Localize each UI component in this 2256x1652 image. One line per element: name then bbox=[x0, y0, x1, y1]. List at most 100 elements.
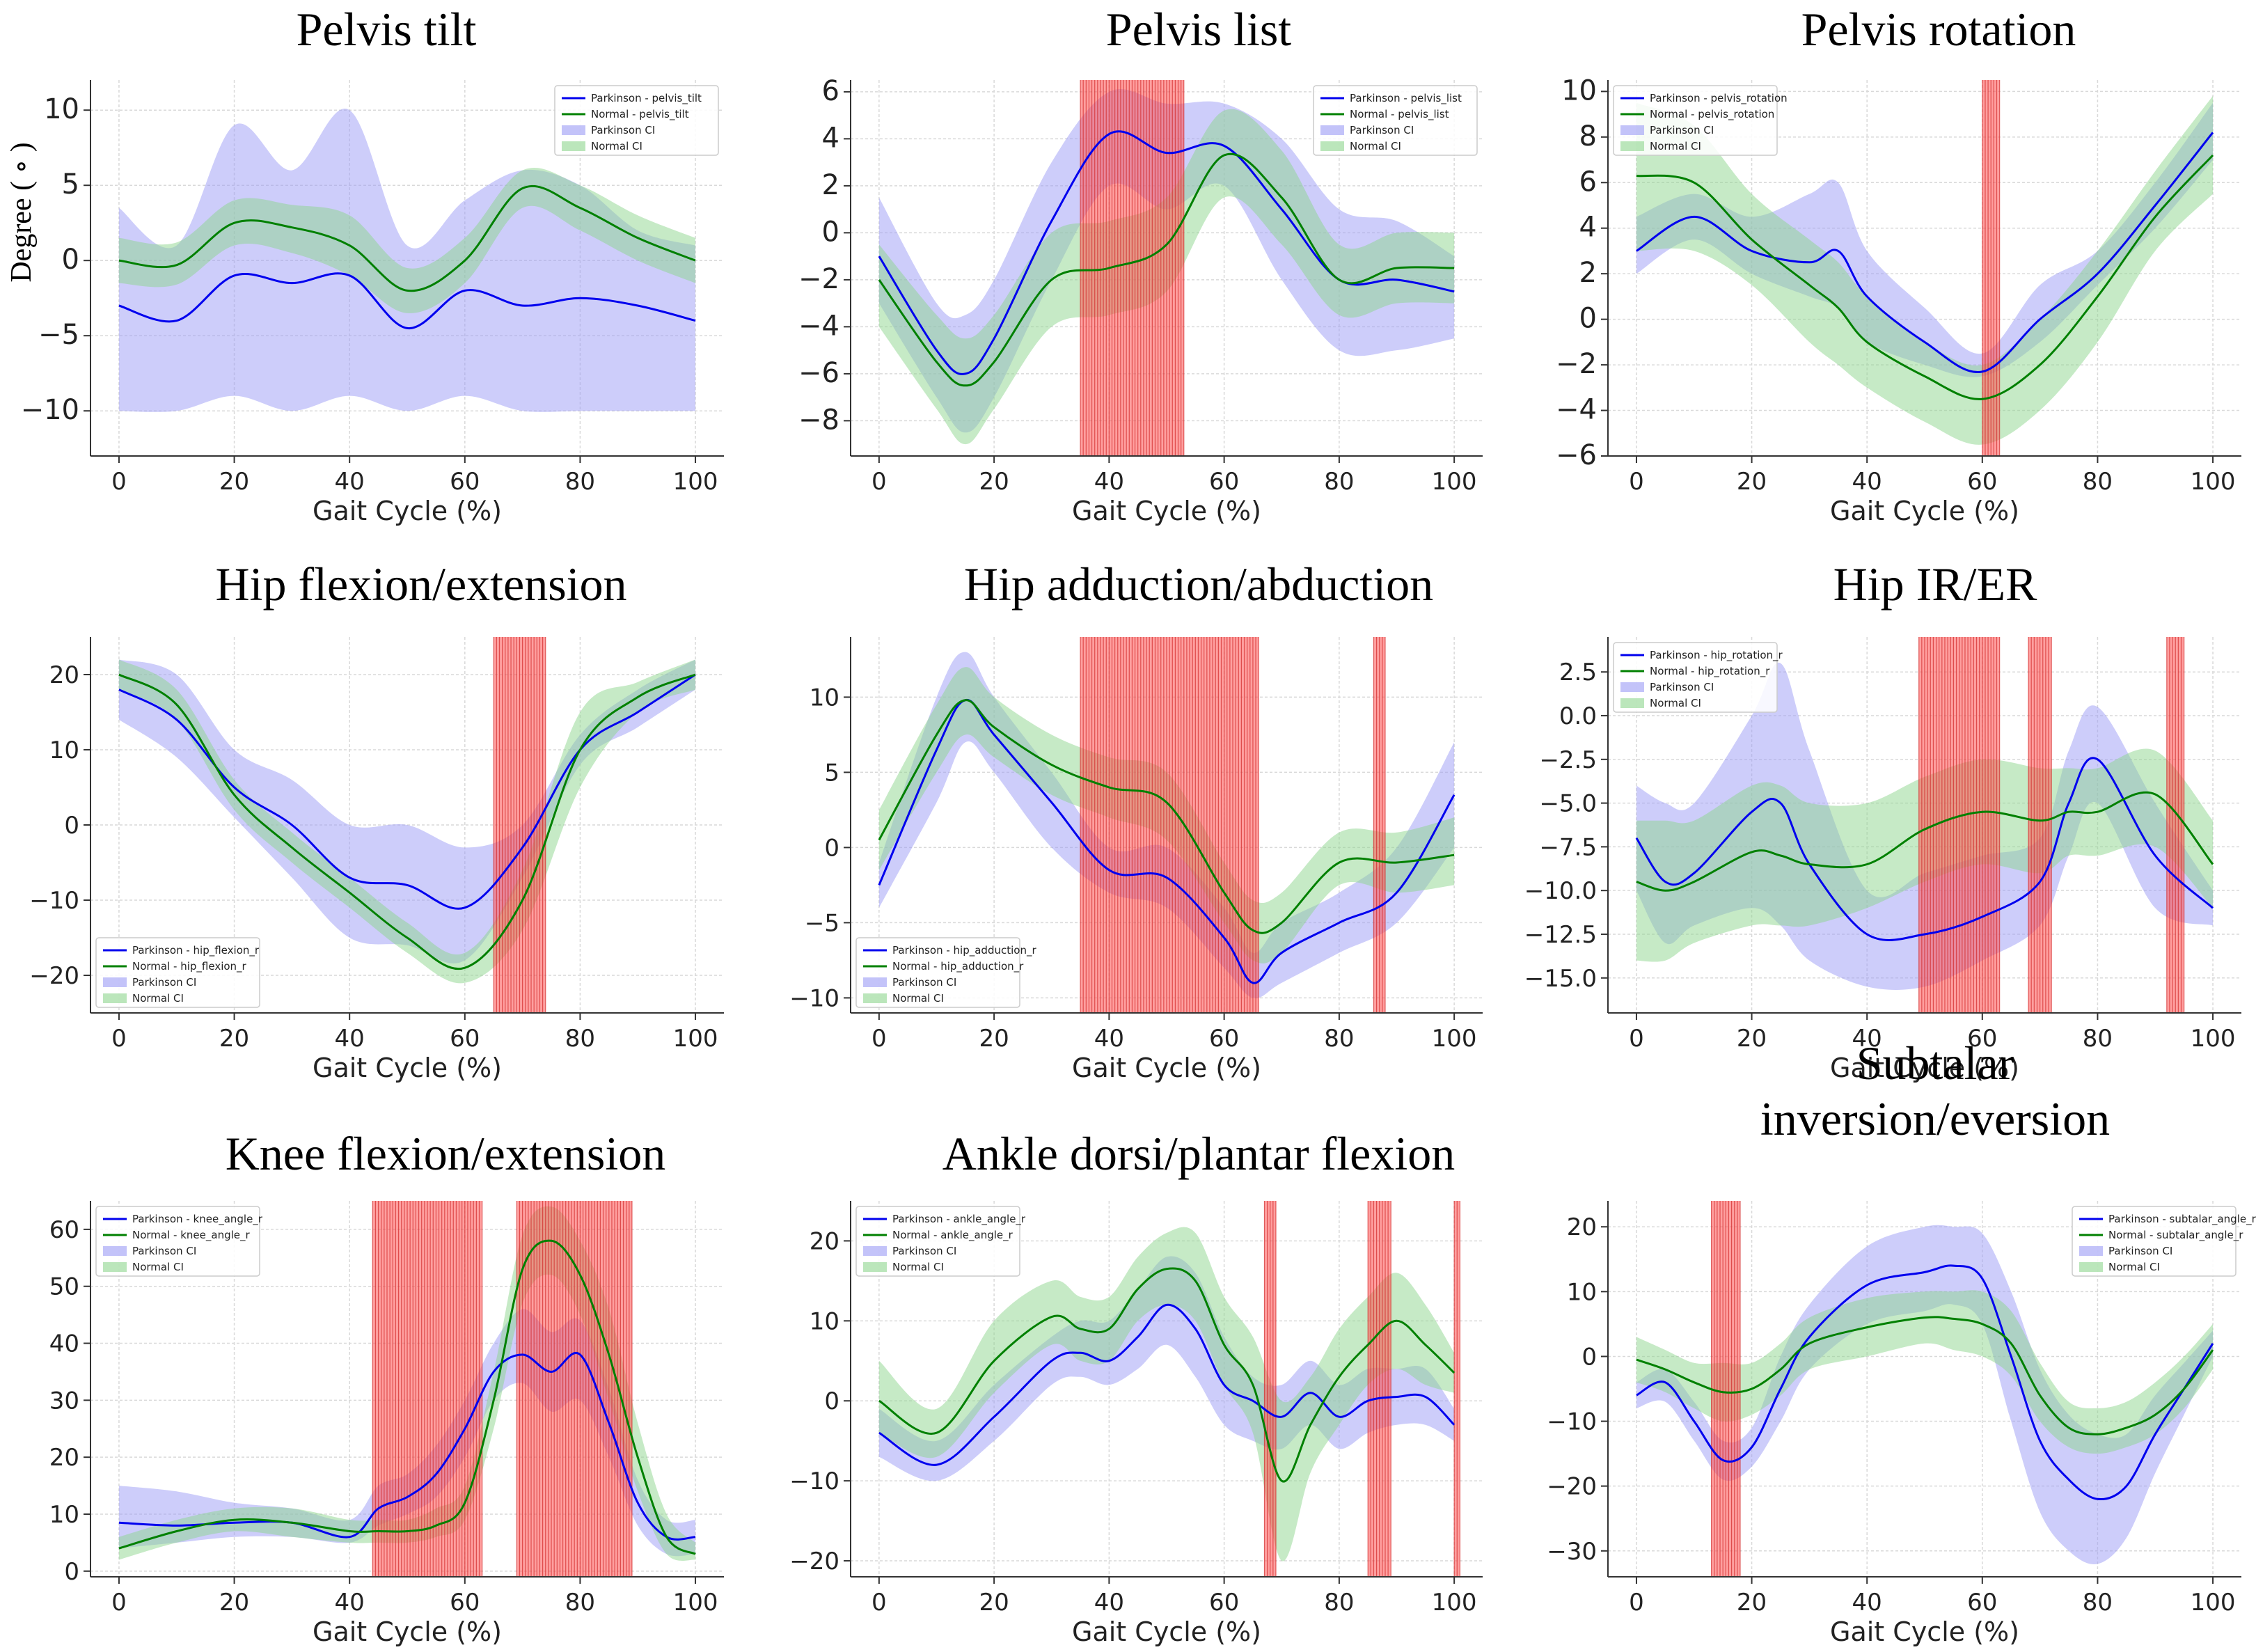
x-tick-label: 60 bbox=[450, 1025, 480, 1053]
legend: Parkinson - ankle_angle_r Normal - ankle_… bbox=[855, 1206, 1026, 1277]
chart-title-line: inversion/eversion bbox=[1760, 1092, 2110, 1145]
chart-title: Ankle dorsi/plantar flexion bbox=[942, 1127, 1455, 1180]
plot-area bbox=[118, 109, 696, 412]
legend: Parkinson - hip_flexion_r Normal - hip_fl… bbox=[95, 937, 260, 1008]
x-tick-label: 40 bbox=[1852, 468, 1882, 496]
x-tick-label: 0 bbox=[1629, 468, 1644, 496]
plot-area bbox=[878, 80, 1455, 456]
y-tick-label: 0 bbox=[64, 812, 79, 840]
y-tick-label: 0 bbox=[64, 1558, 79, 1586]
x-tick-label: 80 bbox=[1324, 1025, 1354, 1053]
x-axis-label: Gait Cycle (%) bbox=[1072, 1616, 1261, 1647]
legend-normal-ci-swatch bbox=[562, 141, 585, 151]
y-tick-label: −15.0 bbox=[1524, 965, 1597, 993]
y-axis-label: Degree ( ∘ ) bbox=[6, 142, 38, 282]
significant-region bbox=[2028, 637, 2052, 1013]
parkinson-mean-line bbox=[118, 1352, 696, 1541]
legend-label: Normal CI bbox=[132, 992, 184, 1005]
legend-label: Parkinson CI bbox=[1650, 124, 1714, 136]
normal-ci-band bbox=[1636, 1290, 2213, 1454]
legend-label: Normal - ankle_angle_r bbox=[892, 1229, 1013, 1242]
y-tick-label: 0.0 bbox=[1559, 702, 1597, 730]
parkinson-mean-line bbox=[878, 1303, 1456, 1466]
y-tick-label: 5 bbox=[62, 168, 79, 200]
y-tick-label: −6 bbox=[798, 357, 839, 389]
y-tick-label: 10 bbox=[1561, 74, 1597, 107]
legend-parkinson-ci-swatch bbox=[863, 1246, 887, 1256]
legend-label: Parkinson CI bbox=[892, 976, 956, 989]
x-tick-label: 20 bbox=[219, 1589, 249, 1616]
legend-box bbox=[95, 1206, 260, 1277]
y-tick-label: −7.5 bbox=[1539, 833, 1597, 861]
y-tick-label: −5.0 bbox=[1539, 790, 1597, 818]
y-tick-label: 5 bbox=[824, 759, 839, 787]
plot-area bbox=[878, 1201, 1461, 1577]
legend-normal-ci-swatch bbox=[103, 993, 127, 1003]
legend-box bbox=[1613, 642, 1778, 713]
x-tick-label: 80 bbox=[1324, 468, 1354, 496]
normal-mean-line bbox=[118, 184, 696, 292]
significant-region bbox=[2166, 637, 2185, 1013]
y-tick-label: −10.0 bbox=[1524, 877, 1597, 905]
chart-title-line: Pelvis tilt bbox=[297, 3, 477, 56]
x-tick-label: 40 bbox=[335, 1025, 365, 1053]
x-tick-label: 100 bbox=[673, 468, 718, 496]
normal-mean-line bbox=[118, 1239, 696, 1555]
y-tick-label: −20 bbox=[1547, 1473, 1597, 1501]
x-tick-label: 100 bbox=[1432, 1589, 1477, 1616]
legend-normal-ci-swatch bbox=[1620, 698, 1644, 708]
y-tick-label: −20 bbox=[29, 962, 79, 990]
plot-area bbox=[878, 637, 1456, 1013]
x-axis-label: Gait Cycle (%) bbox=[313, 496, 502, 526]
y-tick-label: 4 bbox=[822, 122, 839, 154]
x-tick-label: 60 bbox=[1967, 1025, 1997, 1053]
x-tick-label: 0 bbox=[871, 1589, 887, 1616]
legend-label: Normal - pelvis_tilt bbox=[591, 108, 689, 121]
x-tick-label: 20 bbox=[219, 1025, 249, 1053]
chart-title-line: Pelvis rotation bbox=[1801, 3, 2076, 56]
panel-1: Pelvis tilt 0 20 40 60 80 100 −10 −5 0 5 10 Gait Cyc… bbox=[6, 3, 724, 526]
x-axis-label: Gait Cycle (%) bbox=[1072, 496, 1261, 526]
x-tick-label: 100 bbox=[673, 1589, 718, 1616]
legend-box bbox=[2072, 1206, 2237, 1277]
y-tick-label: 10 bbox=[810, 684, 839, 711]
legend: Parkinson - pelvis_tilt Normal - pelvis_t… bbox=[554, 85, 719, 156]
legend-label: Parkinson CI bbox=[2108, 1245, 2172, 1257]
legend-box bbox=[1613, 85, 1778, 156]
y-tick-label: 20 bbox=[49, 661, 79, 689]
normal-mean-line bbox=[1636, 1316, 2214, 1435]
legend-normal-ci-swatch bbox=[863, 993, 887, 1003]
x-tick-label: 40 bbox=[1094, 1589, 1124, 1616]
x-tick-label: 100 bbox=[2191, 1025, 2236, 1053]
x-tick-label: 40 bbox=[335, 1589, 365, 1616]
parkinson-mean-line bbox=[118, 272, 696, 329]
chart-title: Knee flexion/extension bbox=[226, 1127, 666, 1180]
x-tick-label: 60 bbox=[450, 1589, 480, 1616]
x-tick-label: 60 bbox=[1209, 1025, 1239, 1053]
panel-7: Knee flexion/extension 0 20 40 60 80 100 0 10 20 3… bbox=[49, 1127, 724, 1647]
x-tick-label: 80 bbox=[565, 1025, 595, 1053]
x-tick-label: 80 bbox=[565, 1589, 595, 1616]
x-tick-label: 0 bbox=[111, 1589, 127, 1616]
y-tick-label: 20 bbox=[49, 1444, 79, 1472]
legend-box bbox=[95, 937, 260, 1008]
normal-ci-band bbox=[118, 659, 695, 984]
normal-mean-line bbox=[878, 699, 1455, 934]
plot-area bbox=[118, 1201, 696, 1577]
normal-mean-line bbox=[118, 673, 696, 970]
legend: Parkinson - pelvis_list Normal - pelvis_l… bbox=[1313, 85, 1478, 156]
y-tick-label: −4 bbox=[798, 310, 839, 342]
legend-parkinson-ci-swatch bbox=[103, 1246, 127, 1256]
y-tick-label: −10 bbox=[29, 887, 79, 915]
chart-title: Pelvis tilt bbox=[297, 3, 477, 56]
y-tick-label: −2 bbox=[1556, 348, 1597, 380]
x-tick-label: 40 bbox=[1094, 1025, 1124, 1053]
legend-parkinson-ci-swatch bbox=[1620, 125, 1644, 135]
x-tick-label: 0 bbox=[871, 468, 887, 496]
chart-title: Subtalar inversion/eversion bbox=[1760, 1037, 2110, 1145]
legend-label: Normal CI bbox=[1650, 697, 1701, 709]
y-tick-label: −2 bbox=[798, 263, 839, 295]
normal-ci-band bbox=[118, 167, 695, 313]
